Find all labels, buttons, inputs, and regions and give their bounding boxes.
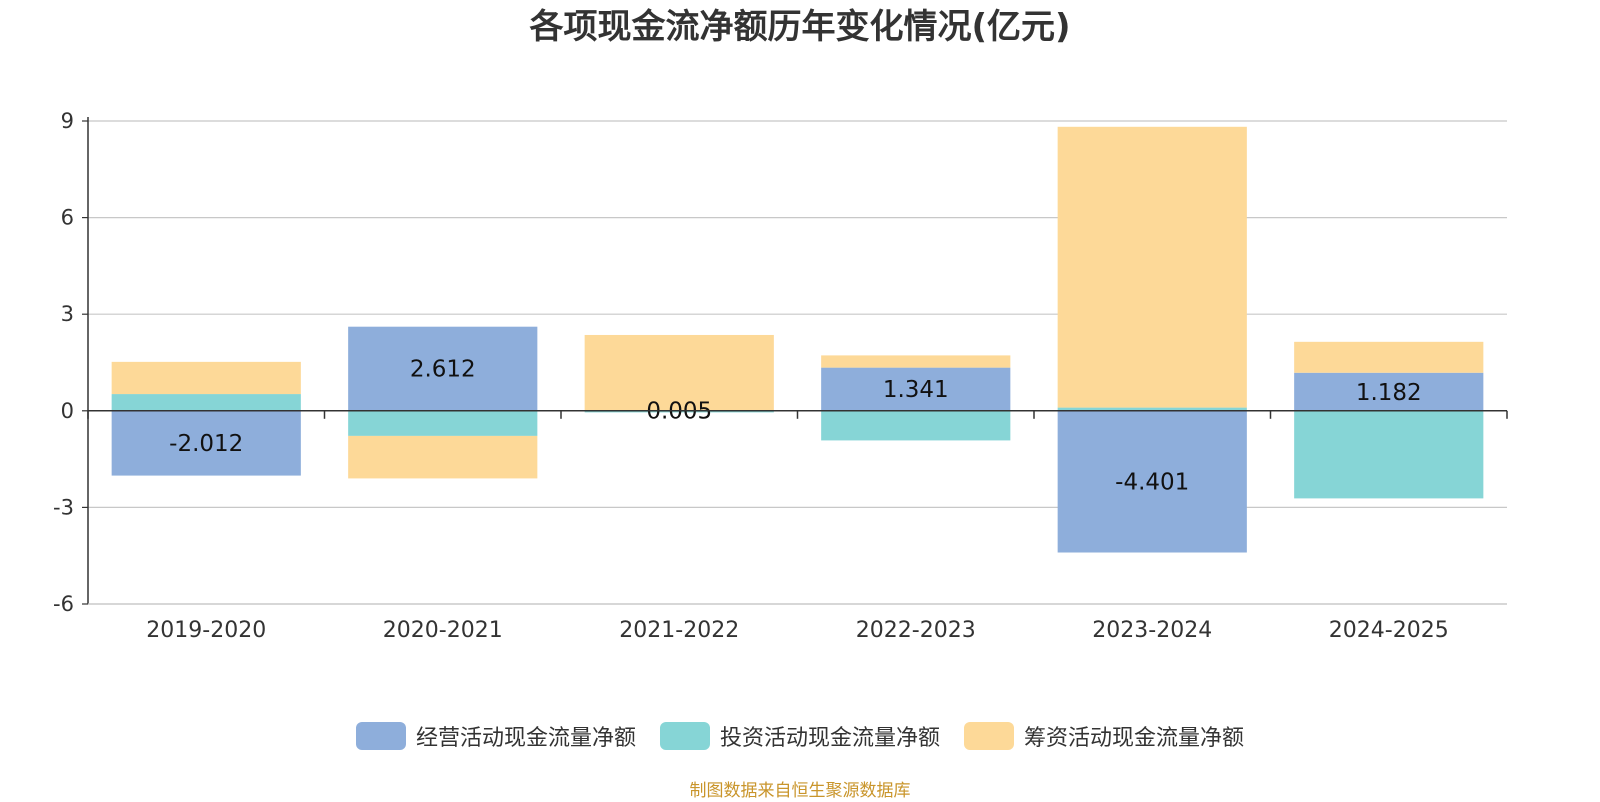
bar-series1-2019-2020 — [112, 394, 301, 411]
bar-series2-2023-2024 — [1058, 127, 1247, 408]
x-tick-label: 2021-2022 — [619, 618, 739, 643]
bar-series1-2020-2021 — [348, 411, 537, 436]
data-label-2020-2021: 2.612 — [410, 357, 476, 383]
y-tick-label: -6 — [53, 592, 74, 616]
data-label-2021-2022: 0.005 — [646, 399, 712, 425]
bar-series1-2024-2025 — [1294, 411, 1483, 499]
x-tick-label: 2019-2020 — [146, 618, 266, 643]
legend-swatch-operating — [356, 722, 406, 750]
legend-label-financing: 筹资活动现金流量净额 — [1024, 720, 1244, 752]
y-tick-label: -3 — [53, 495, 74, 519]
data-label-2024-2025: 1.182 — [1356, 380, 1422, 406]
bar-series2-2019-2020 — [112, 362, 301, 394]
x-tick-label: 2024-2025 — [1329, 618, 1449, 643]
source-note: 制图数据来自恒生聚源数据库 — [0, 782, 1600, 802]
y-tick-label: 3 — [61, 302, 74, 326]
legend-label-operating: 经营活动现金流量净额 — [416, 720, 636, 752]
x-tick-label: 2023-2024 — [1092, 618, 1212, 643]
legend-item-financing[interactable]: 筹资活动现金流量净额 — [964, 720, 1244, 752]
x-tick-label: 2022-2023 — [856, 618, 976, 643]
y-tick-label: 0 — [61, 399, 74, 423]
data-label-2022-2023: 1.341 — [883, 377, 949, 403]
bar-series2-2024-2025 — [1294, 342, 1483, 373]
bar-series1-2022-2023 — [821, 411, 1010, 441]
legend-swatch-financing — [964, 722, 1014, 750]
x-tick-label: 2020-2021 — [383, 618, 503, 643]
y-tick-label: 9 — [61, 109, 74, 133]
data-label-2019-2020: -2.012 — [169, 431, 243, 457]
legend-label-investing: 投资活动现金流量净额 — [720, 720, 940, 752]
legend-swatch-investing — [660, 722, 710, 750]
chart-plot: -6 -3 0 3 6 9 -2.012 2.612 0.005 1.341 -4.401 1.182… — [0, 0, 1600, 700]
y-tick-label: 6 — [61, 206, 74, 230]
legend-item-operating[interactable]: 经营活动现金流量净额 — [356, 720, 636, 752]
data-label-2023-2024: -4.401 — [1115, 470, 1189, 496]
bar-series2-2022-2023 — [821, 355, 1010, 367]
chart-legend: 经营活动现金流量净额 投资活动现金流量净额 筹资活动现金流量净额 — [0, 718, 1600, 754]
bar-series2-2020-2021 — [348, 436, 537, 479]
legend-item-investing[interactable]: 投资活动现金流量净额 — [660, 720, 940, 752]
